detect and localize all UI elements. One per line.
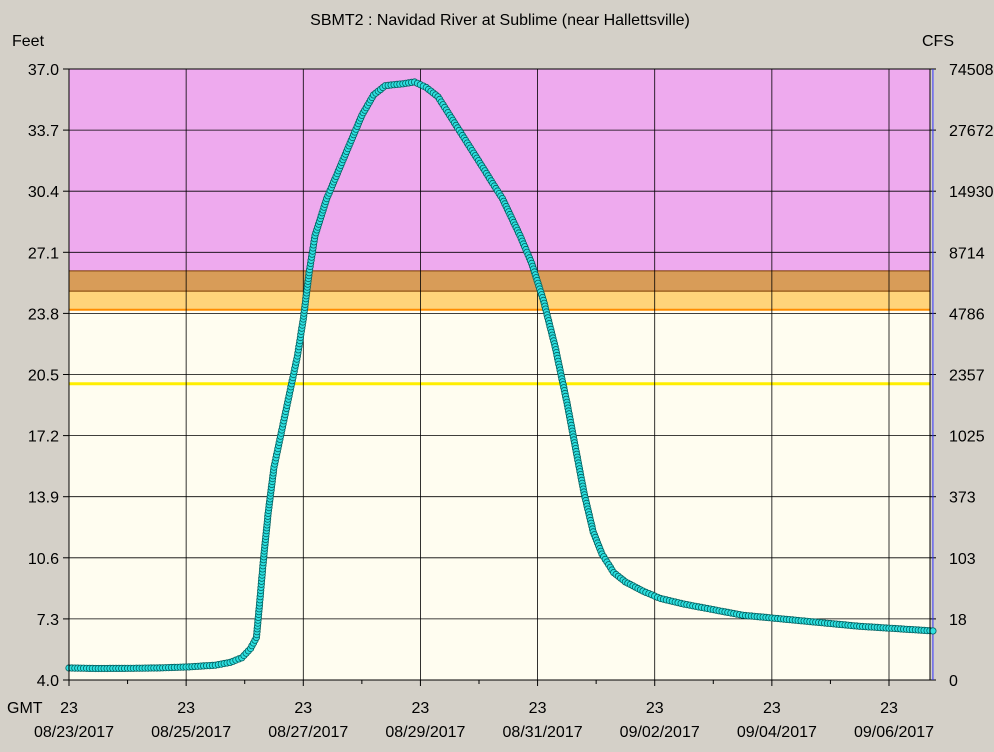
x-tick-hour-label: 23: [763, 700, 781, 717]
x-tick-hour-label: 23: [412, 700, 430, 717]
x-tick-date-label: 09/02/2017: [620, 724, 700, 741]
y-tick-label: 23.8: [28, 306, 59, 323]
y2-tick-label: 27672: [949, 123, 994, 140]
y2-tick-label: 103: [949, 551, 976, 568]
x-tick-date-label: 08/27/2017: [268, 724, 348, 741]
x-tick-date-label: 08/31/2017: [503, 724, 583, 741]
y2-tick-labels: 74508 27672 14930 8714 4786 2357 1025 373 103 18 0: [949, 62, 994, 690]
y-tick-label: 4.0: [37, 673, 59, 690]
y-tick-label: 10.6: [28, 551, 59, 568]
x-tick-hour-label: 23: [646, 700, 664, 717]
x-tick-hour-label: 23: [177, 700, 195, 717]
band-major: [69, 69, 930, 271]
y-tick-label: 17.2: [28, 429, 59, 446]
y-tick-label: 7.3: [37, 612, 59, 629]
y-tick-label: 30.4: [28, 184, 59, 201]
y2-tick-label: 14930: [949, 184, 994, 201]
plot-frame: [68, 68, 931, 681]
band-minor: [69, 291, 930, 310]
y2-tick-label: 0: [949, 673, 958, 690]
x-tick-date-label: 09/06/2017: [854, 724, 934, 741]
observed-points: [65, 78, 937, 673]
x-tick-hour-label: 23: [294, 700, 312, 717]
x-tick-date-label: 08/25/2017: [151, 724, 231, 741]
x-tick-date-label: 08/23/2017: [34, 724, 114, 741]
x-tick-hour-label: 23: [60, 700, 78, 717]
band-moderate: [69, 270, 930, 292]
x-tick-date-label: 09/04/2017: [737, 724, 817, 741]
y-tick-label: 27.1: [28, 245, 59, 262]
y2-tick-label: 4786: [949, 306, 985, 323]
y-tick-label: 37.0: [28, 62, 59, 79]
band-normal: [69, 309, 930, 680]
x-tick-hour-label: 23: [880, 700, 898, 717]
y2-tick-label: 2357: [949, 368, 985, 385]
y2-tick-label: 18: [949, 612, 967, 629]
y-tick-labels: 37.0 33.7 30.4 27.1 23.8 20.5 17.2 13.9 10.6 7.3 4…: [28, 62, 59, 690]
right-axis-unit: CFS: [922, 33, 954, 50]
timezone-label: GMT: [7, 700, 43, 717]
y2-tick-label: 373: [949, 490, 976, 507]
y2-tick-label: 1025: [949, 429, 985, 446]
left-axis-unit: Feet: [12, 33, 45, 50]
y2-tick-label: 8714: [949, 245, 985, 262]
y2-tick-label: 74508: [949, 62, 994, 79]
x-tick-hour-label: 23: [529, 700, 547, 717]
x-tick-date-label: 08/29/2017: [385, 724, 465, 741]
y-tick-label: 20.5: [28, 368, 59, 385]
x-tick-labels: 23 08/23/2017 23 08/25/2017 23 08/27/2017 23 08…: [34, 700, 934, 741]
y-tick-label: 33.7: [28, 123, 59, 140]
chart-title: SBMT2 : Navidad River at Sublime (near H…: [310, 12, 690, 29]
data-point: [929, 627, 937, 635]
y-tick-label: 13.9: [28, 490, 59, 507]
